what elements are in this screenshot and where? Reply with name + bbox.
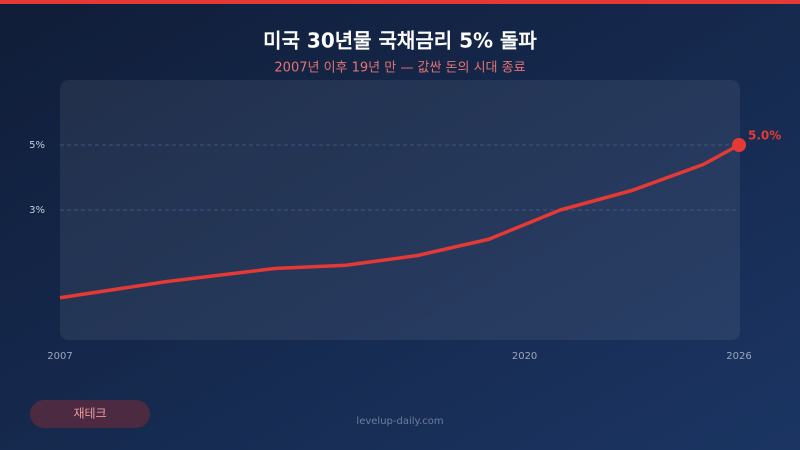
y-tick-label: 5%	[29, 140, 45, 151]
x-tick-label: 2007	[47, 351, 72, 362]
x-tick-label: 2020	[512, 351, 537, 362]
end-point	[732, 138, 746, 152]
top-bar	[0, 0, 800, 4]
tag-label: 재테크	[73, 407, 106, 421]
tag-pill	[30, 400, 150, 428]
y-tick-label: 3%	[29, 205, 45, 216]
chart-subtitle: 2007년 이후 19년 만 — 값싼 돈의 시대 종료	[274, 61, 525, 76]
chart-title: 미국 30년물 국채금리 5% 돌파	[263, 29, 537, 53]
line	[59, 143, 740, 300]
x-tick-label: 2026	[726, 351, 751, 362]
footer: levelup-daily.com	[356, 416, 443, 427]
value-label: 5.0%	[748, 129, 781, 143]
